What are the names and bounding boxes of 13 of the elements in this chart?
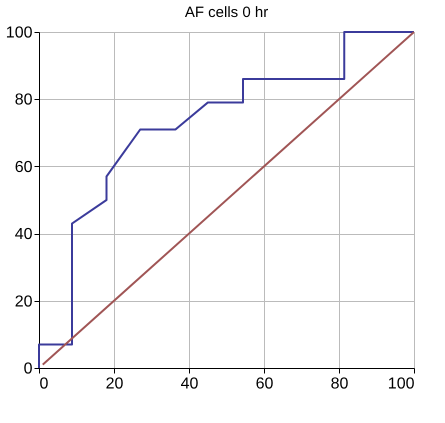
x-tick-label: 60 <box>256 376 274 392</box>
y-tick-label: 40 <box>14 226 33 244</box>
y-tick-label: 0 <box>24 360 33 378</box>
x-tick-label: 40 <box>180 376 198 392</box>
y-tick-label: 20 <box>14 293 33 310</box>
x-tick-label: 0 <box>40 376 48 392</box>
x-tick-label: 80 <box>330 376 348 392</box>
y-tick-label: 100 <box>6 24 33 42</box>
chart-title: AF cells 0 hr <box>184 4 268 21</box>
y-tick-label: 60 <box>14 158 33 176</box>
x-tick-label: 20 <box>106 376 124 392</box>
y-tick-label: 80 <box>14 92 33 109</box>
x-tick-label: 100 <box>388 376 415 392</box>
